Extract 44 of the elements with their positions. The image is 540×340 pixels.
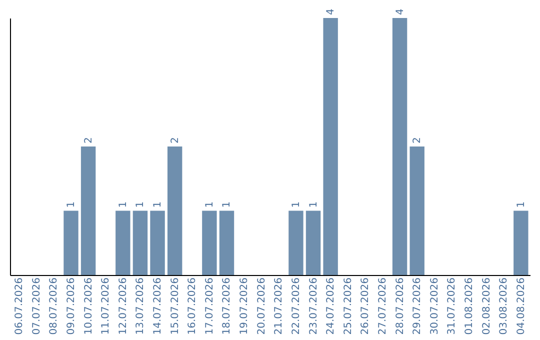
- x-tick-label: 18.07.2026: [222, 278, 233, 335]
- x-tick-label: 11.07.2026: [100, 278, 112, 335]
- x-tick-label: 25.07.2026: [342, 278, 354, 335]
- x-tick-label: 23.07.2026: [308, 278, 320, 335]
- x-tick-label: 28.07.2026: [394, 278, 406, 335]
- data-label: 1: [204, 201, 216, 208]
- data-label: 1: [290, 201, 302, 208]
- data-label: 4: [394, 8, 406, 15]
- x-tick-label: 31.07.2026: [446, 278, 458, 335]
- data-label: 1: [66, 201, 77, 208]
- x-tick-label: 21.07.2026: [274, 278, 285, 335]
- x-tick-label: 24.07.2026: [326, 278, 337, 335]
- data-label: 1: [516, 201, 527, 208]
- data-label: 2: [83, 137, 94, 144]
- data-label: 4: [326, 8, 337, 15]
- data-label: 2: [170, 137, 181, 144]
- x-tick-label: 13.07.2026: [135, 278, 146, 335]
- x-tick-label: 26.07.2026: [360, 278, 372, 335]
- x-tick-label: 08.07.2026: [48, 278, 60, 335]
- data-label: 1: [135, 201, 146, 208]
- x-tick-label: 14.07.2026: [152, 278, 164, 335]
- x-tick-label: 19.07.2026: [239, 278, 250, 335]
- x-tick-label: 29.07.2026: [412, 278, 424, 335]
- x-tick-label: 16.07.2026: [187, 278, 198, 335]
- x-tick-label: 02.08.2026: [481, 278, 492, 335]
- data-label: 1: [118, 201, 129, 208]
- x-tick-label: 15.07.2026: [170, 278, 181, 335]
- x-tick-label: 06.07.2026: [14, 278, 26, 335]
- x-tick-label: 27.07.2026: [377, 278, 388, 335]
- x-tick-label: 17.07.2026: [204, 278, 216, 335]
- x-tick-label: 04.08.2026: [516, 278, 527, 335]
- x-tick-label: 12.07.2026: [118, 278, 129, 335]
- data-label: 1: [308, 201, 320, 208]
- x-tick-label: 03.08.2026: [498, 278, 510, 335]
- data-label: 1: [222, 201, 233, 208]
- x-tick-label: 09.07.2026: [66, 278, 77, 335]
- data-label: 2: [412, 137, 424, 144]
- x-tick-label: 30.07.2026: [429, 278, 440, 335]
- x-tick-label: 10.07.2026: [83, 278, 94, 335]
- x-tick-label: 07.07.2026: [31, 278, 42, 335]
- x-tick-label: 20.07.2026: [256, 278, 268, 335]
- data-label: 1: [152, 201, 164, 208]
- x-tick-label: 01.08.2026: [464, 278, 475, 335]
- x-tick-label: 22.07.2026: [290, 278, 302, 335]
